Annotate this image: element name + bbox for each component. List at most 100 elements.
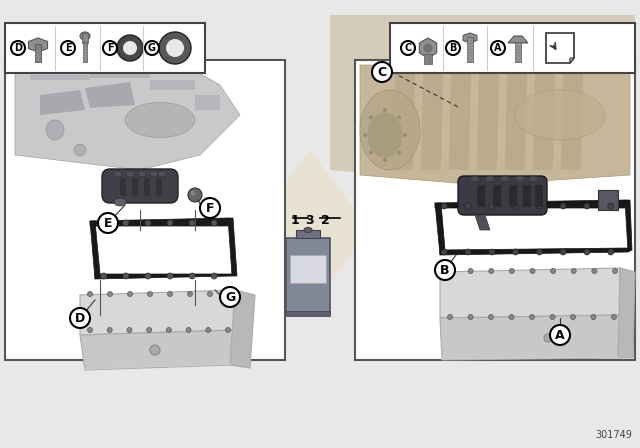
Bar: [515, 42, 521, 62]
Circle shape: [101, 220, 107, 226]
Ellipse shape: [188, 188, 202, 202]
Polygon shape: [250, 150, 370, 310]
Polygon shape: [360, 65, 630, 185]
Circle shape: [441, 203, 447, 209]
Polygon shape: [435, 203, 445, 255]
Circle shape: [560, 203, 566, 209]
Circle shape: [509, 314, 514, 319]
Polygon shape: [421, 68, 443, 170]
Circle shape: [383, 158, 387, 162]
Circle shape: [465, 249, 471, 255]
Bar: [5, 60, 285, 360]
Polygon shape: [449, 68, 471, 170]
Polygon shape: [85, 82, 135, 108]
Text: F: F: [205, 202, 214, 215]
Polygon shape: [80, 290, 235, 335]
Polygon shape: [330, 15, 635, 185]
Circle shape: [509, 268, 515, 273]
Circle shape: [592, 268, 597, 273]
Circle shape: [491, 41, 505, 55]
Polygon shape: [90, 72, 150, 78]
Circle shape: [608, 249, 614, 255]
Circle shape: [572, 268, 576, 273]
Circle shape: [123, 220, 129, 226]
Bar: [286, 311, 330, 316]
Bar: [83, 42, 87, 62]
Text: 1: 1: [291, 214, 300, 227]
Circle shape: [608, 203, 614, 209]
Circle shape: [200, 198, 220, 218]
Text: D: D: [75, 311, 85, 324]
Ellipse shape: [367, 112, 403, 158]
Circle shape: [513, 203, 518, 209]
Text: 3: 3: [306, 214, 314, 227]
Polygon shape: [230, 290, 255, 368]
Bar: [598, 190, 618, 210]
Ellipse shape: [191, 190, 195, 195]
Ellipse shape: [485, 176, 495, 182]
Polygon shape: [80, 330, 235, 370]
Circle shape: [611, 314, 616, 319]
Polygon shape: [90, 218, 228, 226]
Circle shape: [167, 273, 173, 279]
Circle shape: [88, 327, 93, 332]
Bar: [144, 178, 150, 196]
Text: B: B: [449, 43, 457, 53]
Circle shape: [211, 220, 217, 226]
Text: C: C: [404, 43, 412, 53]
Circle shape: [145, 220, 151, 226]
Polygon shape: [15, 65, 240, 170]
Polygon shape: [95, 274, 232, 279]
Circle shape: [127, 292, 132, 297]
Circle shape: [103, 41, 117, 55]
Circle shape: [188, 292, 193, 297]
Bar: [132, 178, 138, 196]
Circle shape: [207, 292, 212, 297]
Polygon shape: [625, 200, 632, 252]
Ellipse shape: [138, 171, 146, 177]
Circle shape: [435, 260, 455, 280]
Circle shape: [159, 32, 191, 64]
Polygon shape: [440, 268, 620, 318]
FancyBboxPatch shape: [102, 169, 178, 203]
Text: G: G: [148, 43, 156, 53]
Circle shape: [468, 268, 473, 273]
Circle shape: [186, 327, 191, 332]
Circle shape: [550, 314, 555, 319]
Polygon shape: [28, 38, 47, 52]
Ellipse shape: [125, 103, 195, 138]
Text: C: C: [378, 65, 387, 78]
Circle shape: [536, 203, 542, 209]
Circle shape: [544, 334, 552, 342]
Circle shape: [550, 268, 556, 273]
Text: A: A: [555, 328, 565, 341]
Circle shape: [117, 35, 143, 61]
Circle shape: [145, 41, 159, 55]
Text: 2: 2: [321, 214, 330, 227]
Circle shape: [489, 203, 495, 209]
Circle shape: [70, 308, 90, 328]
FancyBboxPatch shape: [458, 176, 547, 215]
Polygon shape: [570, 58, 574, 63]
Polygon shape: [393, 68, 415, 170]
Circle shape: [127, 327, 132, 332]
Circle shape: [447, 314, 452, 319]
Polygon shape: [430, 150, 550, 310]
Ellipse shape: [80, 32, 90, 40]
Circle shape: [584, 203, 590, 209]
Bar: [120, 178, 126, 196]
Circle shape: [513, 249, 518, 255]
Circle shape: [101, 273, 107, 279]
Polygon shape: [463, 33, 477, 43]
Circle shape: [211, 273, 217, 279]
Circle shape: [488, 314, 493, 319]
Ellipse shape: [74, 144, 86, 156]
Text: E: E: [104, 216, 112, 229]
Circle shape: [489, 249, 495, 255]
Bar: [156, 178, 162, 196]
Circle shape: [468, 314, 473, 319]
Bar: [5, 23, 205, 73]
Circle shape: [98, 213, 118, 233]
Bar: [535, 185, 543, 207]
Bar: [355, 60, 635, 360]
